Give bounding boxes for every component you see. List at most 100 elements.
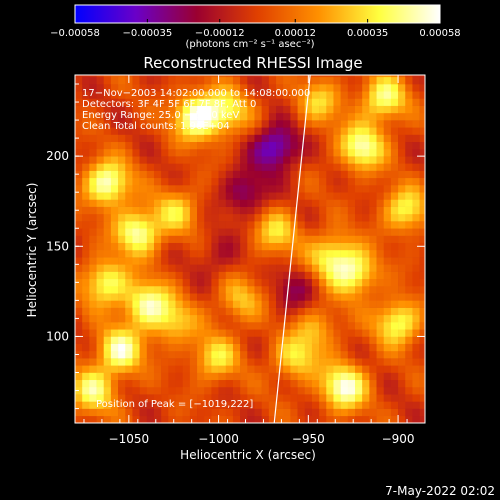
heatmap-cell	[211, 293, 219, 301]
heatmap-cell	[355, 91, 363, 99]
heatmap-cell	[276, 192, 284, 200]
heatmap-cell	[125, 163, 133, 171]
heatmap-cell	[146, 163, 155, 171]
heatmap-cell	[132, 415, 140, 423]
heatmap-cell	[225, 249, 234, 258]
heatmap-cell	[319, 213, 327, 222]
heatmap-cell	[168, 170, 176, 179]
heatmap-cell	[204, 278, 212, 287]
heatmap-cell	[110, 350, 119, 359]
heatmap-cell	[398, 343, 406, 352]
heatmap-cell	[340, 75, 349, 78]
heatmap-cell	[347, 98, 356, 106]
heatmap-cell	[211, 75, 219, 78]
heatmap-cell	[211, 134, 219, 143]
heatmap-cell	[103, 148, 112, 157]
heatmap-cell	[204, 105, 212, 114]
heatmap-cell	[232, 213, 241, 222]
heatmap-cell	[369, 84, 377, 92]
heatmap-cell	[182, 278, 191, 287]
heatmap-cell	[153, 134, 162, 143]
heatmap-cell	[405, 228, 413, 236]
heatmap-cell	[189, 257, 198, 265]
heatmap-cell	[211, 199, 219, 207]
heatmap-cell	[153, 329, 162, 337]
heatmap-cell	[103, 228, 112, 236]
heatmap-cell	[254, 141, 262, 150]
heatmap-cell	[297, 206, 306, 215]
heatmap-cell	[247, 307, 255, 316]
heatmap-cell	[204, 300, 212, 308]
heatmap-cell	[383, 156, 392, 164]
annotation-line: Detectors: 3F 4F 5F 6F 7F 8F, Att 0	[82, 99, 256, 110]
heatmap-cell	[118, 271, 126, 280]
heatmap-cell	[340, 163, 349, 171]
heatmap-cell	[355, 177, 363, 186]
heatmap-cell	[232, 75, 241, 78]
heatmap-cell	[355, 293, 363, 301]
heatmap-cell	[110, 177, 119, 186]
heatmap-cell	[118, 177, 126, 186]
heatmap-cell	[218, 285, 227, 294]
heatmap-cell	[268, 314, 277, 323]
heatmap-cell	[290, 401, 298, 409]
heatmap-cell	[419, 358, 425, 366]
heatmap-cell	[247, 358, 255, 366]
heatmap-cell	[362, 76, 370, 85]
heatmap-cell	[189, 75, 198, 78]
heatmap-cell	[96, 307, 105, 316]
heatmap-cell	[419, 372, 425, 381]
heatmap-cell	[132, 285, 140, 294]
heatmap-cell	[75, 285, 83, 294]
heatmap-cell	[240, 314, 248, 323]
heatmap-cell	[319, 257, 327, 265]
heatmap-cell	[369, 394, 377, 402]
heatmap-cell	[297, 336, 306, 344]
heatmap-cell	[362, 148, 370, 157]
heatmap-cell	[376, 163, 385, 171]
heatmap-cell	[290, 408, 298, 417]
heatmap-cell	[204, 98, 212, 106]
heatmap-cell	[225, 329, 234, 337]
heatmap-cell	[132, 141, 140, 150]
heatmap-cell	[319, 358, 327, 366]
heatmap-cell	[89, 401, 97, 409]
heatmap-cell	[297, 120, 306, 128]
heatmap-cell	[153, 141, 162, 150]
heatmap-cell	[412, 408, 420, 417]
heatmap-cell	[369, 386, 377, 395]
heatmap-cell	[75, 249, 83, 258]
heatmap-cell	[398, 249, 406, 258]
heatmap-cell	[96, 221, 105, 229]
heatmap-cell	[355, 379, 363, 388]
heatmap-cell	[340, 401, 349, 409]
heatmap-cell	[405, 112, 413, 121]
heatmap-cell	[369, 322, 377, 330]
heatmap-cell	[376, 329, 385, 337]
heatmap-cell	[319, 184, 327, 193]
heatmap-cell	[369, 257, 377, 265]
heatmap-cell	[146, 365, 155, 373]
heatmap-cell	[197, 192, 205, 200]
heatmap-cell	[189, 221, 198, 229]
heatmap-cell	[211, 358, 219, 366]
heatmap-cell	[103, 199, 112, 207]
heatmap-cell	[247, 75, 255, 78]
heatmap-cell	[333, 84, 341, 92]
heatmap-cell	[189, 156, 198, 164]
heatmap-cell	[311, 156, 320, 164]
heatmap-cell	[355, 314, 363, 323]
heatmap-cell	[161, 329, 169, 337]
heatmap-cell	[297, 329, 306, 337]
heatmap-cell	[319, 394, 327, 402]
heatmap-cell	[390, 242, 399, 251]
heatmap-cell	[319, 221, 327, 229]
heatmap-cell	[369, 98, 377, 106]
heatmap-cell	[153, 358, 162, 366]
heatmap-cell	[304, 177, 313, 186]
heatmap-cell	[419, 112, 425, 121]
heatmap-cell	[89, 199, 97, 207]
heatmap-cell	[268, 170, 277, 179]
heatmap-cell	[412, 271, 420, 280]
heatmap-cell	[175, 358, 183, 366]
